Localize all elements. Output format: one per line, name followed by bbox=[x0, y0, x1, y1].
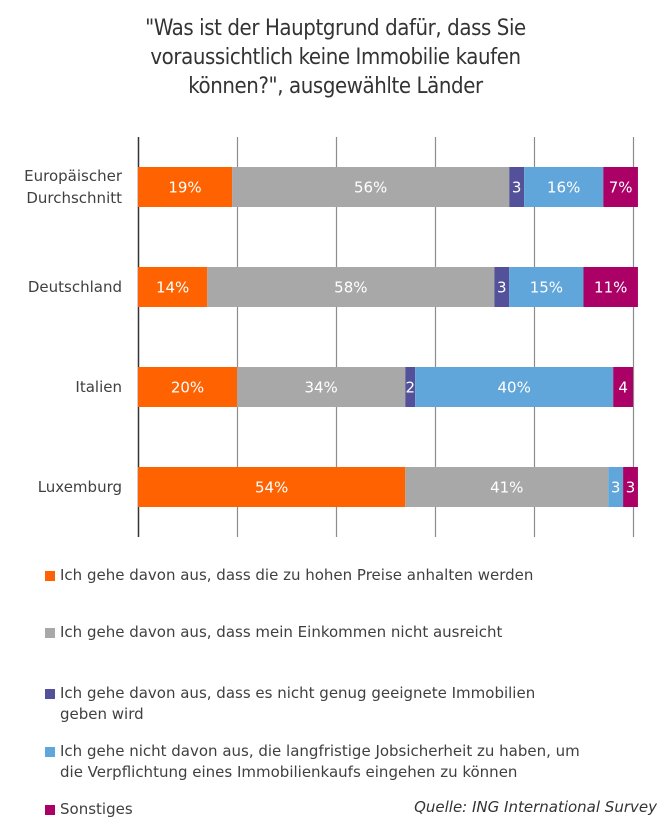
legend-item: Sonstiges bbox=[45, 799, 645, 820]
category-label: Luxemburg bbox=[38, 478, 122, 496]
bar-segment bbox=[237, 367, 406, 407]
data-label: 7% bbox=[609, 179, 633, 197]
legend-label: Ich gehe davon aus, dass mein Einkommen … bbox=[60, 623, 503, 641]
bar-segment bbox=[232, 167, 510, 207]
data-label: 19% bbox=[168, 179, 201, 197]
bar-segment bbox=[138, 367, 237, 407]
bar-segment bbox=[509, 167, 525, 207]
bar-segment bbox=[608, 467, 624, 507]
data-label: 58% bbox=[334, 279, 367, 297]
data-label: 3 bbox=[611, 479, 621, 497]
data-label: 34% bbox=[304, 379, 337, 397]
data-label: 3 bbox=[497, 279, 507, 297]
data-label: 41% bbox=[490, 479, 523, 497]
data-label: 20% bbox=[171, 379, 204, 397]
category-label: Deutschland bbox=[28, 278, 122, 296]
chart-title-line: voraussichtlich keine Immobilie kaufen bbox=[150, 45, 521, 70]
legend-item: Ich gehe davon aus, dass es nicht genug … bbox=[45, 683, 645, 725]
legend-item: Ich gehe davon aus, dass die zu hohen Pr… bbox=[45, 565, 645, 586]
stacked-bar-chart: 19% 56% 3 16% 7% 14% 58% 3 15% 11% 20% 34% 2 40% 4 54% 4… bbox=[24, 137, 638, 537]
bar-segment bbox=[583, 267, 638, 307]
bar-segment bbox=[415, 367, 614, 407]
category-label: Italien bbox=[75, 378, 122, 396]
category-label: Europäischer bbox=[24, 167, 123, 185]
legend-swatch bbox=[45, 747, 55, 757]
chart-title: "Was ist der Hauptgrund dafür, dass Sie … bbox=[0, 14, 671, 101]
legend-swatch bbox=[45, 628, 55, 638]
data-label: 56% bbox=[354, 179, 387, 197]
legend-swatch bbox=[45, 689, 55, 699]
data-label: 40% bbox=[498, 379, 531, 397]
data-label: 16% bbox=[547, 179, 580, 197]
legend-item: Ich gehe davon aus, dass mein Einkommen … bbox=[45, 622, 645, 643]
bar-segment bbox=[509, 267, 584, 307]
bar-segment bbox=[138, 267, 208, 307]
legend-label: geben wird bbox=[60, 705, 144, 723]
category-labels: Europäischer Durchschnitt Deutschland Itali… bbox=[24, 167, 123, 496]
source-note: Quelle: ING International Survey bbox=[414, 798, 657, 816]
legend-label: Ich gehe davon aus, dass die zu hohen Pr… bbox=[60, 566, 534, 584]
data-label: 3 bbox=[512, 179, 522, 197]
bar-segment bbox=[494, 267, 510, 307]
data-label: 2 bbox=[405, 379, 415, 397]
data-label: 54% bbox=[255, 479, 288, 497]
bar-segment bbox=[613, 367, 633, 407]
bar-segment bbox=[405, 367, 416, 407]
legend-swatch bbox=[45, 805, 55, 815]
legend-item: Ich gehe nicht davon aus, die langfristi… bbox=[45, 741, 645, 783]
data-label: 3 bbox=[626, 479, 636, 497]
category-label: Durchschnitt bbox=[26, 189, 122, 207]
data-label: 15% bbox=[530, 279, 563, 297]
bars: 19% 56% 3 16% 7% 14% 58% 3 15% 11% 20% 34% 2 40% 4 54% 4… bbox=[138, 167, 638, 507]
legend-swatch bbox=[45, 571, 55, 581]
bar-segment bbox=[405, 467, 609, 507]
data-label: 14% bbox=[156, 279, 189, 297]
bar-segment bbox=[207, 267, 495, 307]
bar-segment bbox=[138, 167, 233, 207]
bar-segment bbox=[138, 467, 406, 507]
legend-label: Ich gehe nicht davon aus, die langfristi… bbox=[60, 742, 580, 760]
bar-segment bbox=[623, 467, 638, 507]
bar-segment bbox=[524, 167, 604, 207]
chart-title-line: können?", ausgewählte Länder bbox=[188, 74, 483, 99]
chart-title-line: "Was ist der Hauptgrund dafür, dass Sie bbox=[145, 16, 526, 41]
bar-segment bbox=[603, 167, 638, 207]
legend-label: Sonstiges bbox=[60, 800, 133, 818]
data-label: 11% bbox=[594, 279, 627, 297]
legend-label: die Verpflichtung eines Immobilienkaufs … bbox=[60, 763, 518, 781]
legend-label: Ich gehe davon aus, dass es nicht genug … bbox=[60, 684, 536, 702]
data-label: 4 bbox=[618, 379, 628, 397]
